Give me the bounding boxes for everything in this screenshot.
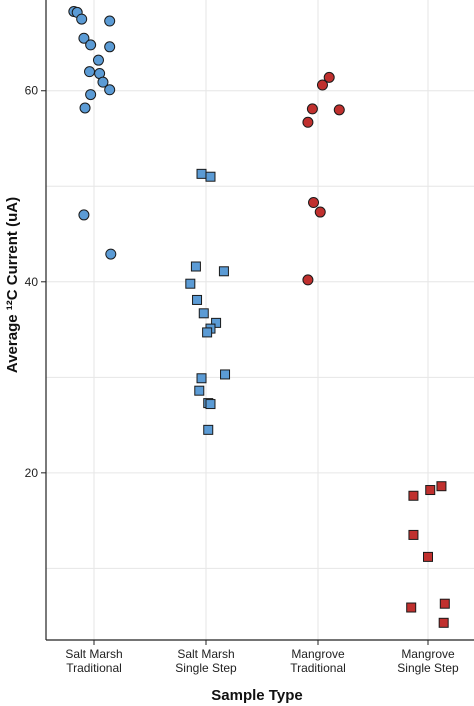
data-point-circle: [105, 248, 117, 260]
y-tick-label: 40: [25, 275, 39, 289]
data-point-square: [203, 424, 214, 435]
x-category-label: Single Step: [175, 661, 237, 675]
grid-lines: [46, 0, 474, 640]
data-point-square: [192, 294, 203, 305]
data-point-circle: [302, 274, 314, 286]
y-axis-title: Average ¹²C Current (uA): [4, 197, 21, 373]
x-category-label: Salt Marsh: [65, 647, 122, 661]
axes: [45, 0, 474, 641]
data-point-circle: [323, 71, 335, 83]
data-point-circle: [333, 104, 345, 116]
data-point-square: [220, 369, 231, 380]
data-point-square: [436, 481, 447, 492]
data-point-square: [190, 261, 201, 272]
data-point-circle: [97, 76, 109, 88]
data-point-square: [211, 317, 222, 328]
data-point-square: [408, 529, 419, 540]
data-point-circle: [104, 15, 116, 27]
data-points: [68, 5, 450, 628]
data-point-square: [406, 602, 417, 613]
data-point-circle: [84, 66, 96, 78]
data-point-circle: [78, 209, 90, 221]
data-point-square: [202, 327, 213, 338]
data-point-square: [439, 598, 450, 609]
data-point-circle: [104, 84, 116, 96]
data-point-square: [438, 617, 449, 628]
y-tick-label: 60: [25, 84, 39, 98]
data-point-circle: [302, 116, 314, 128]
data-point-circle: [92, 54, 104, 66]
data-point-circle: [76, 13, 88, 25]
data-point-square: [423, 551, 433, 562]
data-point-square: [205, 171, 216, 182]
data-point-circle: [78, 32, 90, 44]
data-point-square: [425, 485, 436, 496]
x-category-label: Salt Marsh: [177, 647, 234, 661]
data-point-circle: [314, 206, 326, 218]
x-axis-title: Sample Type: [211, 687, 302, 704]
data-point-circle: [308, 197, 320, 209]
x-category-label: Mangrove: [401, 647, 455, 661]
data-point-square: [196, 373, 207, 384]
y-tick-label: 20: [25, 466, 39, 480]
data-point-circle: [306, 103, 318, 115]
data-point-square: [185, 278, 196, 289]
data-point-square: [408, 490, 419, 501]
data-point-square: [205, 399, 216, 410]
data-point-circle: [104, 41, 116, 53]
x-category-label: Single Step: [397, 661, 459, 675]
x-category-label: Traditional: [66, 661, 122, 675]
data-point-square: [218, 266, 229, 277]
x-category-label: Mangrove: [291, 647, 345, 661]
data-point-square: [194, 385, 205, 396]
data-point-square: [198, 308, 209, 319]
data-point-square: [196, 168, 207, 179]
data-point-circle: [316, 79, 328, 91]
data-point-circle: [85, 89, 97, 101]
x-category-label: Traditional: [290, 661, 346, 675]
data-point-circle: [85, 39, 97, 51]
data-point-circle: [79, 102, 91, 114]
